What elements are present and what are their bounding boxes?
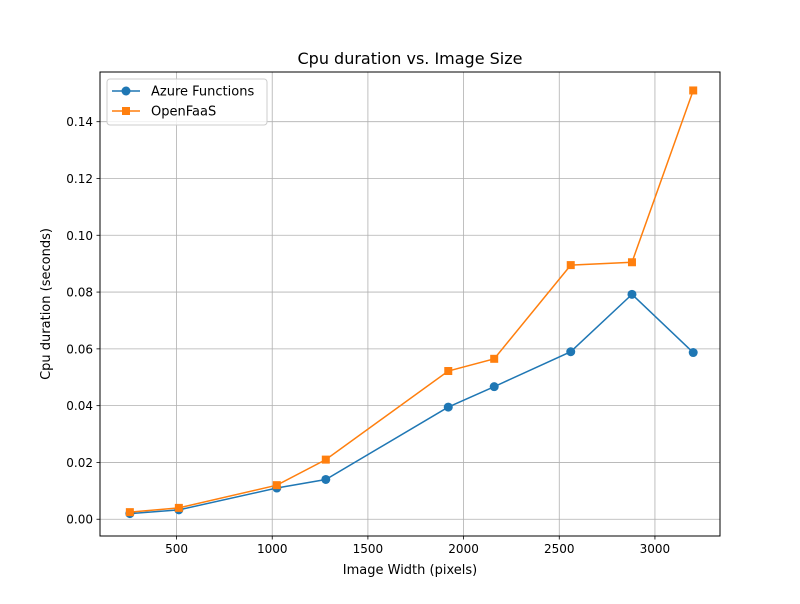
y-axis-label: Cpu duration (seconds) [39, 228, 54, 380]
x-tick-label: 2500 [544, 542, 575, 556]
plot-area-frame [99, 71, 721, 537]
data-point-azure-functions [688, 348, 698, 358]
y-tick-label: 0.08 [66, 286, 93, 300]
legend-marker-openfaas [122, 107, 130, 115]
data-point-azure-functions [566, 347, 576, 357]
legend-box [106, 78, 268, 126]
legend-label-azure: Azure Functions [151, 85, 254, 100]
y-tick-label: 0.12 [66, 172, 93, 186]
data-point-azure-functions [489, 382, 499, 392]
data-point-openfaas [566, 261, 575, 270]
x-tick-label: 2000 [448, 542, 479, 556]
axis-ticks: 500 1000 1500 2000 2500 3000 0.00 0.02 0.04 0.06 0… [66, 115, 670, 556]
data-point-openfaas [490, 354, 499, 363]
data-point-openfaas [444, 367, 453, 376]
data-point-openfaas [174, 503, 183, 512]
data-point-azure-functions [627, 289, 637, 299]
y-tick-label: 0.04 [66, 399, 93, 413]
data-point-openfaas [321, 455, 330, 464]
chart-title: Cpu duration vs. Image Size [298, 49, 523, 68]
data-point-azure-functions [321, 474, 331, 484]
data-point-openfaas [125, 508, 134, 517]
series-layer [125, 86, 698, 519]
data-point-azure-functions [443, 402, 453, 412]
y-tick-label: 0.02 [66, 456, 93, 470]
y-tick-label: 0.14 [66, 115, 93, 129]
x-tick-label: 1500 [353, 542, 384, 556]
y-tick-label: 0.10 [66, 229, 93, 243]
y-tick-label: 0.06 [66, 342, 93, 356]
x-tick-label: 500 [165, 542, 188, 556]
x-axis-label: Image Width (pixels) [343, 563, 477, 578]
data-point-openfaas [689, 86, 698, 95]
x-tick-label: 3000 [640, 542, 671, 556]
x-tick-label: 1000 [257, 542, 288, 556]
grid-lines [100, 72, 720, 536]
legend-marker-azure [121, 86, 131, 96]
data-point-openfaas [627, 258, 636, 267]
y-tick-label: 0.00 [66, 513, 93, 527]
legend: Azure Functions OpenFaaS [106, 78, 268, 126]
legend-label-openfaas: OpenFaaS [151, 105, 216, 120]
series-openfaas [125, 86, 698, 517]
data-point-openfaas [272, 481, 281, 490]
